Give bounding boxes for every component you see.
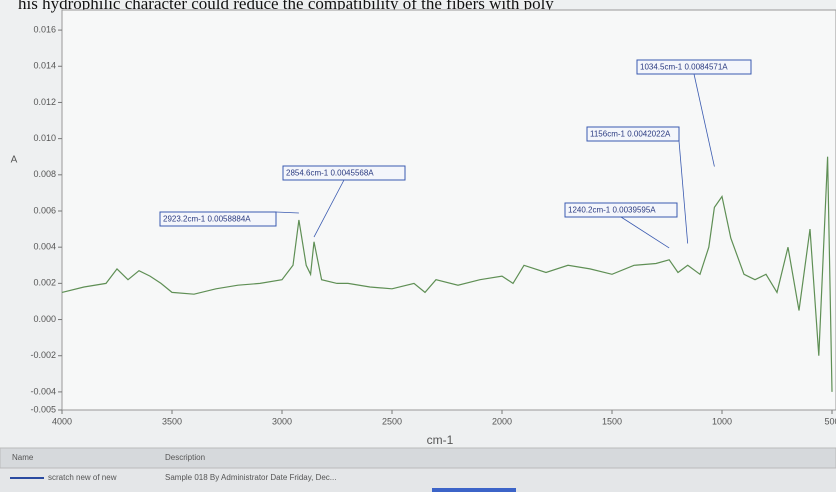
y-tick-label: 0.008 — [33, 169, 56, 179]
y-tick-label: 0.010 — [33, 133, 56, 143]
y-tick-label: 0.002 — [33, 278, 56, 288]
legend-entry: scratch new of new — [48, 473, 117, 482]
y-tick-label: 0.006 — [33, 205, 56, 215]
x-tick-label: 4000 — [52, 416, 72, 426]
annotation-label: 1156cm-1 0.0042022A — [590, 130, 671, 139]
legend-header — [0, 448, 836, 468]
y-tick-label: -0.005 — [30, 404, 56, 414]
annotation-label: 1034.5cm-1 0.0084571A — [640, 63, 728, 72]
legend-column: Name — [12, 453, 34, 462]
y-axis-label: A — [11, 155, 18, 166]
y-tick-label: -0.002 — [30, 350, 56, 360]
y-tick-label: -0.004 — [30, 386, 56, 396]
x-tick-label: 2500 — [382, 416, 402, 426]
annotation-label: 2923.2cm-1 0.0058884A — [163, 215, 251, 224]
annotation-label: 2854.6cm-1 0.0045568A — [286, 169, 374, 178]
x-tick-label: 3000 — [272, 416, 292, 426]
x-tick-label: 1500 — [602, 416, 622, 426]
y-tick-label: 0.000 — [33, 314, 56, 324]
x-tick-label: 2000 — [492, 416, 512, 426]
taskbar-button — [432, 488, 516, 492]
y-tick-label: 0.012 — [33, 97, 56, 107]
legend-description: Sample 018 By Administrator Date Friday,… — [165, 473, 336, 482]
x-tick-label: 1000 — [712, 416, 732, 426]
chart: A cm-1 Name Description scratch new of n… — [0, 0, 836, 492]
y-tick-label: 0.014 — [33, 61, 56, 71]
y-tick-label: 0.004 — [33, 242, 56, 252]
x-axis-label: cm-1 — [427, 433, 454, 447]
screenshot: his hydrophilic character could reduce t… — [0, 0, 836, 492]
annotation-label: 1240.2cm-1 0.0039595A — [568, 206, 656, 215]
x-tick-label: 500 — [824, 416, 836, 426]
y-tick-label: 0.016 — [33, 24, 56, 34]
legend-column: Description — [165, 453, 205, 462]
x-tick-label: 3500 — [162, 416, 182, 426]
